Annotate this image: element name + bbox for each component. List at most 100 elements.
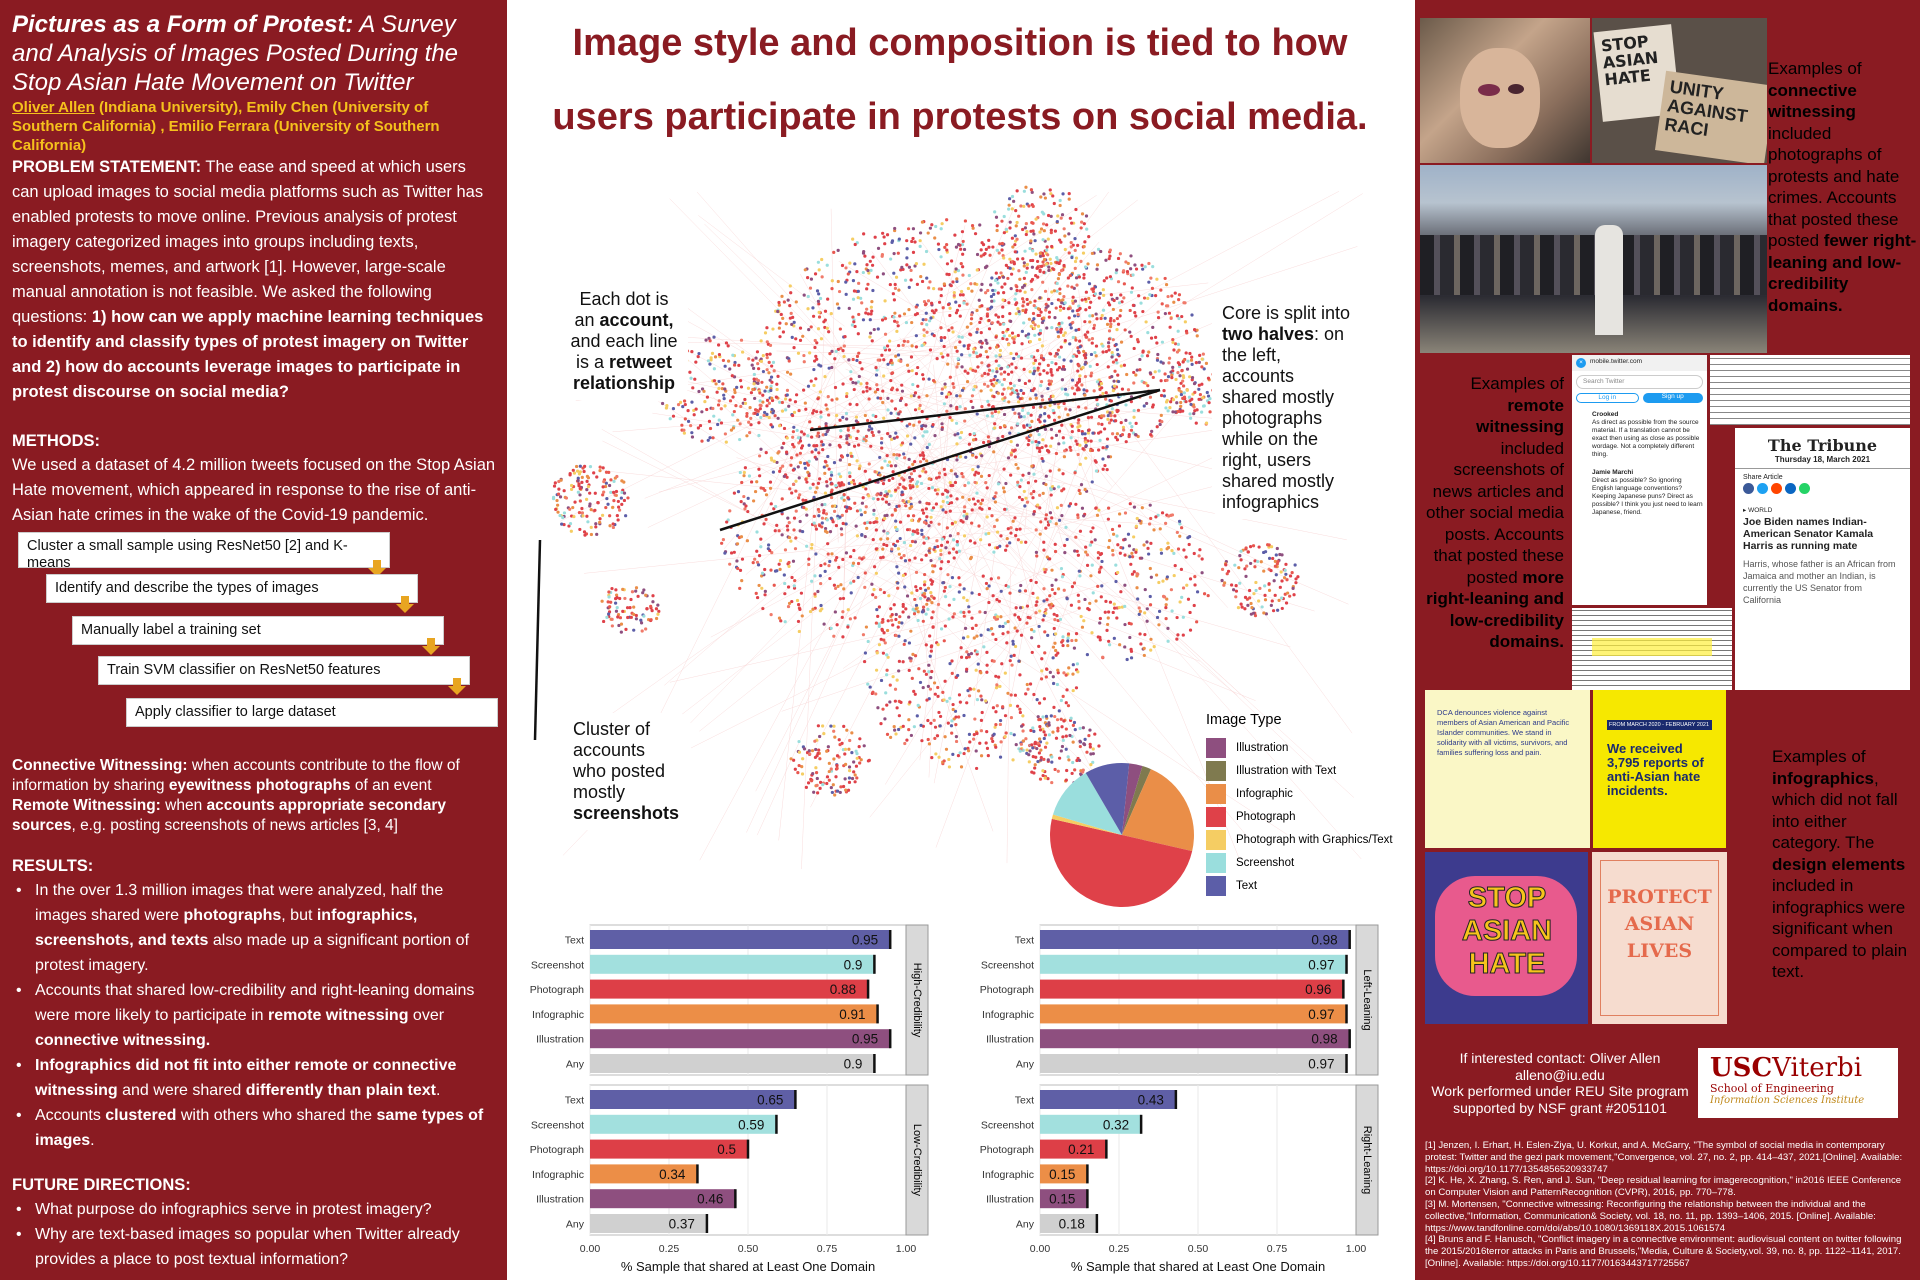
account-dot [743, 397, 747, 402]
tweet-url: mobile.twitter.com [1590, 358, 1643, 365]
account-dot [778, 559, 783, 563]
account-dot [912, 423, 916, 427]
account-dot [942, 759, 946, 763]
account-dot [630, 590, 635, 594]
account-dot [1156, 352, 1160, 357]
tweet-login-button[interactable]: Log in [1576, 393, 1639, 403]
bar [1040, 1189, 1088, 1209]
account-dot [717, 399, 721, 403]
account-dot [1074, 638, 1078, 642]
account-dot [1017, 378, 1021, 382]
author-first-link[interactable]: Oliver Allen [12, 99, 95, 116]
close-icon[interactable]: × [1576, 358, 1586, 368]
account-dot [915, 528, 919, 532]
category-tick-label: Photograph [980, 984, 1034, 996]
account-dot [1053, 591, 1057, 595]
account-dot [1053, 229, 1058, 233]
account-dot [1088, 601, 1092, 605]
account-dot [856, 296, 860, 300]
account-dot [816, 589, 820, 594]
account-dot [1034, 755, 1038, 759]
account-dot [923, 580, 927, 584]
account-dot [1097, 570, 1102, 574]
tweet-signup-button[interactable]: Sign up [1642, 393, 1703, 403]
account-dot [714, 382, 718, 386]
account-dot [558, 513, 562, 518]
account-dot [848, 617, 852, 621]
account-dot [1066, 276, 1070, 280]
account-dot [962, 596, 966, 600]
account-dot [890, 547, 894, 551]
account-dot [1025, 604, 1030, 608]
account-dot [961, 273, 965, 277]
account-dot [886, 655, 890, 659]
account-dot [1066, 643, 1070, 648]
bar-value-label: 0.9 [844, 1057, 863, 1072]
account-dot [1145, 540, 1149, 544]
account-dot [1050, 780, 1054, 785]
account-dot [1002, 412, 1007, 417]
account-dot [1020, 724, 1024, 728]
edge [1000, 363, 1074, 755]
account-dot [962, 514, 966, 518]
account-dot [844, 266, 848, 270]
account-dot [882, 346, 887, 350]
account-dot [758, 474, 762, 478]
account-dot [1172, 300, 1176, 304]
category-tick-label: Screenshot [531, 1119, 584, 1131]
legend-label: Infographic [1236, 787, 1293, 800]
account-dot [927, 442, 931, 447]
account-dot [1041, 769, 1045, 773]
account-dot [979, 248, 983, 252]
account-dot [1090, 251, 1094, 256]
account-dot [588, 491, 592, 495]
account-dot [1032, 232, 1036, 236]
account-dot [795, 393, 799, 397]
account-dot [893, 226, 897, 231]
account-dot [1171, 410, 1175, 414]
account-dot [1032, 512, 1036, 516]
edge [830, 436, 1347, 541]
account-dot [1056, 671, 1060, 675]
account-dot [1024, 737, 1028, 741]
account-dot [723, 551, 727, 555]
account-dot [938, 557, 942, 561]
account-dot [1120, 433, 1125, 437]
account-dot [991, 706, 996, 710]
connective-bold: eyewitness photographs [168, 777, 351, 794]
account-dot [876, 497, 880, 501]
account-dot [1176, 547, 1181, 551]
account-dot [732, 550, 736, 554]
account-dot [1009, 351, 1013, 356]
account-dot [1018, 397, 1022, 401]
account-dot [878, 587, 883, 592]
tweet-search-input[interactable]: Search Twitter [1576, 375, 1703, 389]
account-dot [921, 373, 925, 377]
account-dot [1038, 372, 1042, 376]
account-dot [1116, 280, 1121, 284]
account-dot [994, 313, 998, 317]
account-dot [1010, 207, 1014, 211]
account-dot [1029, 324, 1033, 328]
account-dot [818, 574, 822, 578]
account-dot [1072, 314, 1077, 318]
account-dot [1051, 645, 1056, 649]
account-dot [1190, 362, 1194, 366]
account-dot [613, 493, 617, 497]
account-dot [900, 621, 904, 625]
account-dot [929, 515, 933, 519]
account-dot [1157, 580, 1161, 585]
result-text: Accounts that shared low-credibility and… [35, 982, 475, 1024]
account-dot [867, 271, 871, 275]
account-dot [932, 334, 936, 338]
account-dot [1042, 316, 1046, 320]
account-dot [885, 673, 889, 677]
account-dot [781, 316, 785, 321]
account-dot [956, 357, 960, 361]
account-dot [929, 520, 933, 524]
account-dot [1154, 573, 1159, 577]
bar-value-label: 0.98 [1311, 933, 1337, 948]
account-dot [1163, 372, 1167, 376]
account-dot [897, 343, 901, 348]
account-dot [947, 757, 951, 762]
